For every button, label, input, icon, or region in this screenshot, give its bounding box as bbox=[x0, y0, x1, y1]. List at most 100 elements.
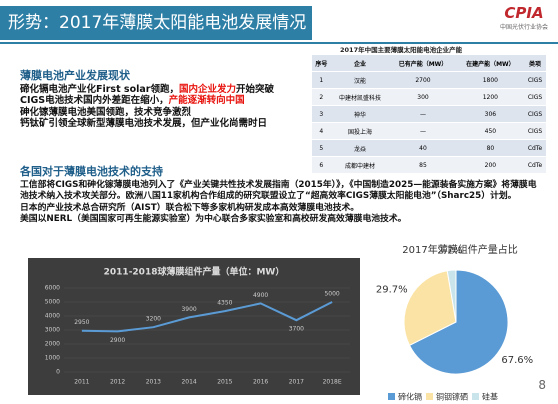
table-cell: 450 bbox=[456, 122, 525, 140]
data-label: 4900 bbox=[253, 292, 268, 299]
table-cell: CIGS bbox=[524, 105, 546, 123]
header-cell: 已有产能（MW） bbox=[389, 55, 457, 72]
table-cell: 3 bbox=[312, 105, 331, 123]
table-cell: 300 bbox=[389, 88, 457, 106]
y-tick-label: 1000 bbox=[45, 355, 60, 362]
y-tick-label: 5000 bbox=[45, 299, 60, 306]
table-cell: 6 bbox=[312, 156, 331, 174]
legend-swatch bbox=[472, 393, 479, 400]
table-row: 6 成都中建材 85 200 CdTe bbox=[312, 156, 546, 174]
line-chart: 2011-2018球薄膜组件产量（单位：MW） 0 1000 2000 3000 4000… bbox=[28, 258, 360, 395]
data-label: 2950 bbox=[74, 319, 89, 326]
highlight-text: 产能逐渐转向中国 bbox=[168, 95, 245, 106]
bullet: 工信部将CIGS和砷化镓薄膜电池列入了《产业关键共性技术发展指南（2015年）》… bbox=[20, 180, 545, 203]
data-label: 3700 bbox=[289, 326, 304, 333]
table-cell: CdTe bbox=[524, 139, 546, 157]
table-cell: 306 bbox=[456, 105, 525, 123]
table-cell: — bbox=[389, 122, 457, 140]
pie-chart: 2017年薄膜组件产量占比 67.6% 29.7% 2.7% 碲化镉 铜铟镓硒 硅基 bbox=[376, 243, 533, 402]
table-cell: 1 bbox=[312, 71, 331, 89]
table-row: 3 神华 —306 CIGS bbox=[312, 105, 546, 123]
table-cell: CdTe bbox=[524, 156, 546, 174]
y-tick-label: 0 bbox=[56, 369, 60, 376]
legend-label: 铜铟镓硒 bbox=[436, 392, 468, 402]
table-cell: 2 bbox=[312, 88, 331, 106]
data-label: 2900 bbox=[110, 337, 125, 344]
data-label: 3200 bbox=[146, 316, 161, 323]
section-heading: 薄膜电池产业发展现状 bbox=[20, 69, 130, 82]
pie-slice bbox=[408, 269, 509, 375]
bullet: 美国以NERL（美国国家可再生能源实验室）为中心联合多家实验室和高校研发高效薄膜… bbox=[20, 214, 545, 226]
x-tick-label: 2017 bbox=[289, 379, 304, 386]
x-tick-label: 2014 bbox=[181, 379, 196, 386]
bullet-text: 美国以NERL（美国国家可再生能源实验室）为中心联合多家实验室和高校研发高效薄膜… bbox=[20, 214, 407, 224]
capacity-table: 序号 企业 已有产能（MW） 在建产能（MW） 类项 1 汉能 2700 1800 CIGS 2 中建… bbox=[312, 55, 546, 174]
legend-label: 碲化镉 bbox=[398, 392, 422, 402]
line bbox=[81, 301, 333, 333]
table-row: 4 国投上海 —450 CIGS bbox=[312, 122, 546, 140]
table-cell: CIGS bbox=[524, 122, 546, 140]
section: 各国对于薄膜电池技术的支持 工信部将CIGS和砷化镓薄膜电池列入了《产业关键共性技… bbox=[20, 166, 545, 226]
pie-slice bbox=[403, 270, 457, 346]
header-cell: 在建产能（MW） bbox=[456, 55, 525, 72]
section: 薄膜电池产业发展现状碲化镉电池产业化First solar领跑，国内企业发力开始… bbox=[20, 70, 310, 130]
table-cell: 国投上海 bbox=[330, 122, 390, 140]
page-number: 8 bbox=[538, 378, 546, 392]
header-cell: 类项 bbox=[524, 55, 546, 72]
legend-label: 硅基 bbox=[482, 392, 498, 402]
bullet: CIGS电池技术国内外差距在缩小，产能逐渐转向中国 bbox=[20, 95, 310, 107]
header-row: 序号 企业 已有产能（MW） 在建产能（MW） 类项 bbox=[312, 55, 546, 72]
highlight-text: 国内企业发力 bbox=[178, 83, 236, 95]
bullet: 日本的产业技术总合研究所（AIST）联合松下等多家机构研发成本高效薄膜电池技术。 bbox=[20, 203, 545, 215]
table-cell: — bbox=[389, 105, 457, 123]
y-tick-label: 2000 bbox=[45, 341, 60, 348]
header-cell: 序号 bbox=[312, 55, 331, 72]
x-tick-label: 2011 bbox=[74, 379, 89, 386]
table-row: 1 汉能 2700 1800 CIGS bbox=[312, 71, 546, 89]
bullet-text: 工信部将CIGS和砷化镓薄膜电池列入了《产业关键共性技术发展指南（2015年）》… bbox=[20, 179, 537, 202]
x-tick-label: 2016 bbox=[253, 379, 268, 386]
table-row: 2 中建材凯盛科技 300 1200 CIGS bbox=[312, 88, 546, 106]
y-tick-label: 3000 bbox=[45, 327, 60, 334]
table-cell: 1200 bbox=[456, 88, 525, 106]
table-cell: 80 bbox=[456, 139, 525, 157]
table-cell: 龙焱 bbox=[330, 139, 390, 157]
x-tick-label: 2015 bbox=[217, 379, 232, 386]
bullet: 钙钛矿引领全球新型薄膜电池技术发展，但产业化尚需时日 bbox=[20, 118, 310, 130]
table-cell: 中建材凯盛科技 bbox=[330, 88, 390, 106]
table-cell: 85 bbox=[389, 156, 457, 174]
data-label: 67.6% bbox=[501, 355, 533, 366]
chart-background bbox=[28, 258, 360, 395]
bullet: 砷化镓薄膜电池美国领跑，技术竞争激烈 bbox=[20, 107, 310, 119]
x-tick-label: 2012 bbox=[110, 379, 125, 386]
bullet-text: 碲化镉电池产业化First solar领跑， bbox=[20, 83, 179, 95]
legend-swatch bbox=[388, 393, 395, 400]
table-cell: 1800 bbox=[456, 71, 525, 89]
table-cell: 200 bbox=[456, 156, 525, 174]
bullet-text: 砷化镓薄膜电池美国领跑，技术竞争激烈 bbox=[20, 106, 192, 118]
table-cell: 4 bbox=[312, 122, 331, 140]
x-tick-label: 2018E bbox=[323, 379, 342, 386]
bullet-text: 钙钛矿引领全球新型薄膜电池技术发展，但产业化尚需时日 bbox=[20, 118, 268, 129]
logo-subtitle: 中国光伏行业协会 bbox=[499, 24, 548, 31]
title-rule bbox=[0, 42, 558, 44]
data-label: 2.7% bbox=[437, 245, 462, 256]
table-row: 5 龙焱 40 80 CdTe bbox=[312, 139, 546, 157]
logo: CPIA 中国光伏行业协会 bbox=[500, 4, 548, 31]
table-cell: CIGS bbox=[524, 88, 546, 106]
table-cell: 2700 bbox=[389, 71, 457, 89]
table-cell: 神华 bbox=[330, 105, 390, 123]
chart-title: 2011-2018球薄膜组件产量（单位：MW） bbox=[104, 266, 285, 278]
table-title: 2017年中国主要薄膜太阳能电池企业产能 bbox=[340, 46, 463, 54]
pie-slice bbox=[446, 269, 457, 323]
x-tick-label: 2013 bbox=[146, 379, 161, 386]
table-cell: 成都中建材 bbox=[330, 156, 390, 174]
bullet-text: CIGS电池技术国内外差距在缩小， bbox=[20, 95, 169, 106]
data-label: 3900 bbox=[181, 306, 196, 313]
table-cell: 汉能 bbox=[330, 71, 390, 89]
bullet: 碲化镉电池产业化First solar领跑，国内企业发力开始突破 bbox=[20, 84, 310, 96]
logo-text: CPIA bbox=[504, 4, 544, 22]
data-label: 5000 bbox=[324, 291, 339, 298]
y-tick-label: 4000 bbox=[45, 313, 60, 320]
